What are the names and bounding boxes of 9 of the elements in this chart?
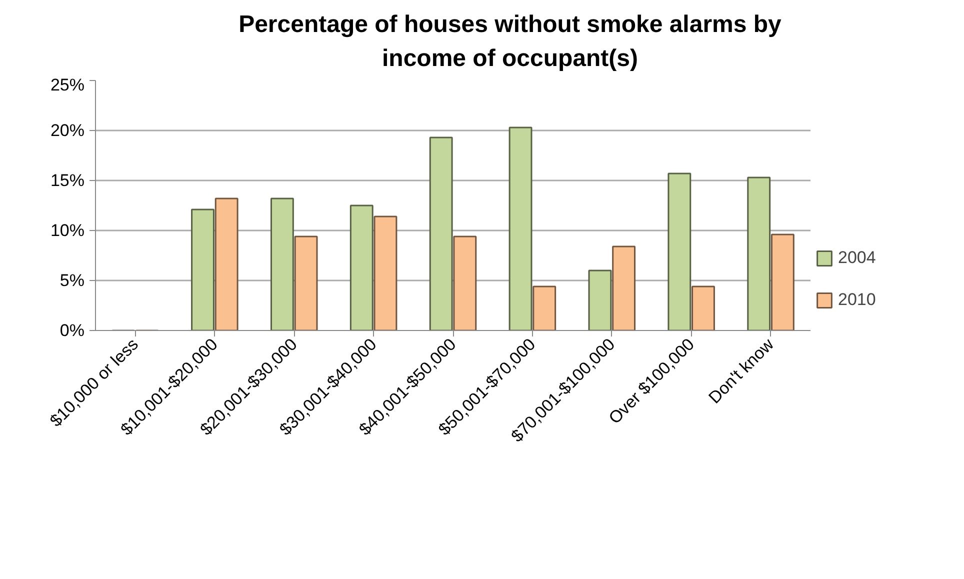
legend-label: 2010	[838, 290, 876, 310]
y-tick-label: 25%	[50, 76, 85, 95]
y-tick-label: 5%	[60, 271, 85, 290]
y-tick-label: 10%	[50, 221, 85, 240]
y-tick-label: 20%	[50, 121, 85, 140]
legend-label: 2004	[838, 248, 876, 268]
chart-title: Percentage of houses without smoke alarms by income of occupant(s)	[238, 10, 782, 74]
y-tick-label: 15%	[50, 171, 85, 190]
y-tick-label: 0%	[60, 321, 85, 340]
